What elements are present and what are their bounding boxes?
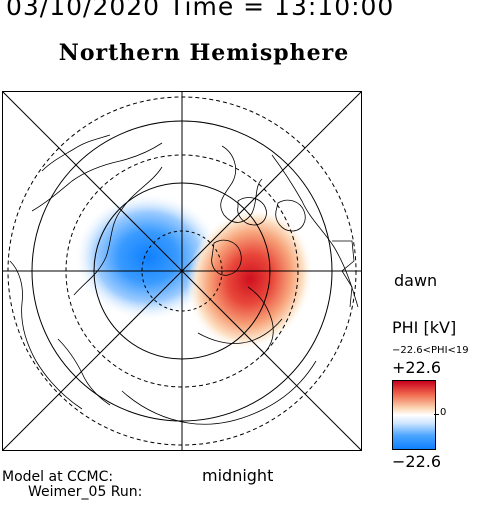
colorbar-zero-label: 0 xyxy=(440,407,447,418)
potential-cell-dawn-side xyxy=(186,208,314,350)
colorbar-min-label: −22.6 xyxy=(392,452,442,471)
midnight-label: midnight xyxy=(202,466,274,485)
coastline-2 xyxy=(73,166,163,296)
polar-map xyxy=(2,91,362,451)
coastline-5 xyxy=(121,360,317,425)
meridian-line-135 xyxy=(2,91,362,451)
colorbar-range-label: −22.6<PHI<19 xyxy=(392,345,469,356)
coastline-9 xyxy=(332,240,355,308)
coastline-6 xyxy=(211,239,242,276)
coastline-11 xyxy=(57,338,111,406)
footer-model-label: Model at CCMC: xyxy=(2,469,114,485)
dawn-label: dawn xyxy=(394,271,438,290)
colorbar-zero-tick xyxy=(434,414,439,415)
coastline-0 xyxy=(220,145,263,223)
potential-cell-dusk-side xyxy=(74,193,222,321)
colorbar xyxy=(392,380,436,450)
timestamp-header: 03/10/2020 Time = 13:10:00 xyxy=(6,0,395,21)
chart-title: Northern Hemisphere xyxy=(58,40,350,66)
coastline-3 xyxy=(31,142,163,212)
coastline-1 xyxy=(271,154,359,308)
colorbar-quantity-label: PHI [kV] xyxy=(392,318,457,337)
coastline-4 xyxy=(9,260,83,410)
coastline-7 xyxy=(237,197,267,226)
colorbar-max-label: +22.6 xyxy=(392,358,442,377)
coastline-10 xyxy=(41,134,111,172)
footer-run-label: Weimer_05 Run: xyxy=(28,484,143,500)
coastline-8 xyxy=(275,199,306,232)
coastline-13 xyxy=(197,318,283,344)
